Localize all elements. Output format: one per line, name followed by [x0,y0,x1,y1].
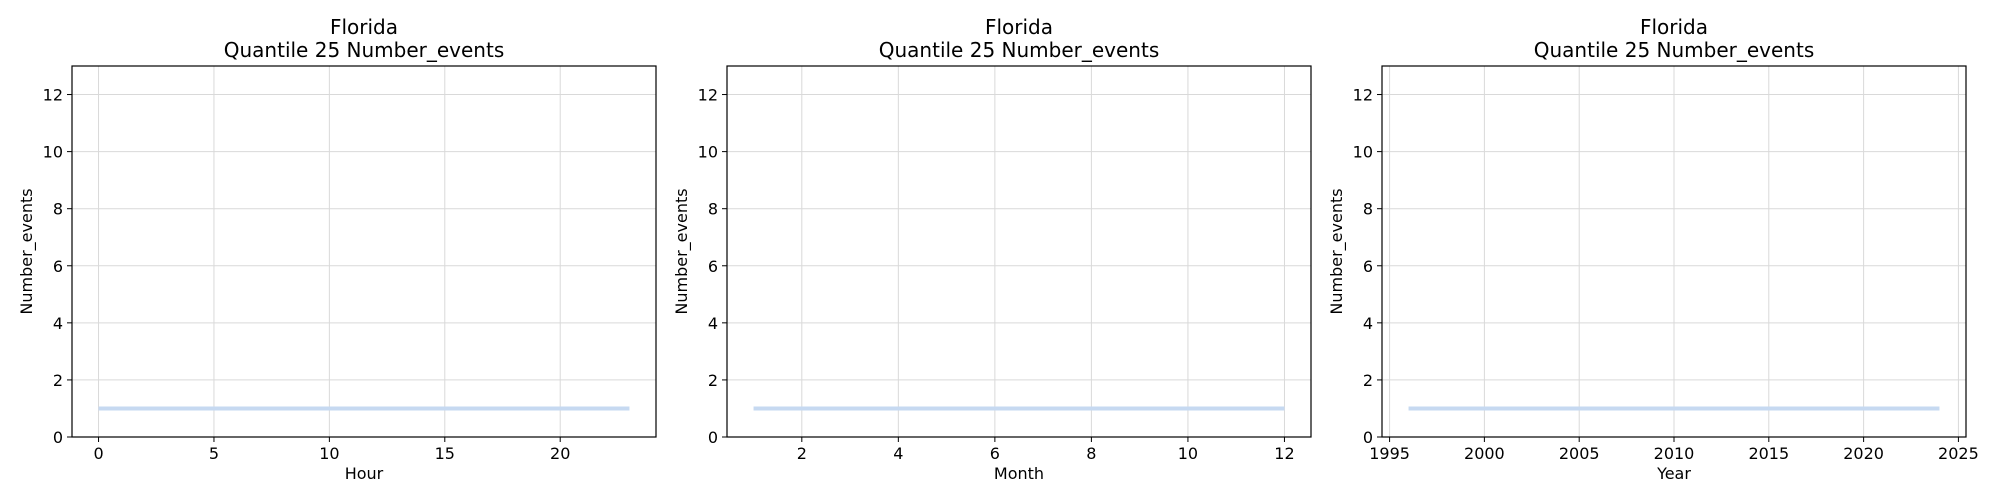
chart-subtitle: Quantile 25 Number_events [1534,38,1815,62]
x-tick-label: 8 [1086,444,1096,463]
chart-title: Florida [985,15,1053,39]
y-tick-label: 10 [43,143,63,162]
axes-frame [71,65,657,438]
chart-title: Florida [1640,15,1708,39]
y-tick-label: 8 [53,200,63,219]
y-tick-label: 4 [708,314,718,333]
y-tick-label: 10 [1353,143,1373,162]
x-tick-label: 20 [550,444,570,463]
x-tick-label: 1995 [1369,444,1410,463]
x-tick-label: 4 [893,444,903,463]
y-tick-label: 10 [698,143,718,162]
chart-subtitle: Quantile 25 Number_events [224,38,505,62]
y-tick-label: 2 [53,371,63,390]
chart-title: Florida [330,15,398,39]
y-tick-label: 6 [53,257,63,276]
y-axis-label: Number_events [17,188,37,314]
y-tick-label: 12 [698,86,718,105]
y-tick-label: 0 [708,428,718,447]
y-tick-label: 0 [1363,428,1373,447]
y-tick-label: 6 [708,257,718,276]
x-tick-label: 15 [435,444,455,463]
y-tick-label: 6 [1363,257,1373,276]
x-tick-label: 10 [1178,444,1198,463]
y-tick-label: 4 [1363,314,1373,333]
x-tick-label: 2015 [1748,444,1789,463]
x-tick-label: 2 [797,444,807,463]
x-tick-label: 2025 [1938,444,1979,463]
x-axis-label: Month [994,464,1044,483]
x-tick-label: 6 [990,444,1000,463]
x-tick-label: 10 [319,444,339,463]
y-tick-label: 2 [708,371,718,390]
x-tick-label: 5 [209,444,219,463]
y-tick-label: 12 [43,86,63,105]
x-tick-label: 2005 [1559,444,1600,463]
y-tick-label: 12 [1353,86,1373,105]
y-tick-label: 8 [708,200,718,219]
y-axis-label: Number_events [672,188,692,314]
x-tick-label: 2020 [1843,444,1884,463]
x-tick-label: 2000 [1464,444,1505,463]
y-tick-label: 4 [53,314,63,333]
axes-frame [726,65,1312,438]
chart-subtitle: Quantile 25 Number_events [879,38,1160,62]
y-tick-label: 2 [1363,371,1373,390]
y-tick-label: 8 [1363,200,1373,219]
x-axis-label: Year [1656,464,1691,483]
y-tick-label: 0 [53,428,63,447]
x-tick-label: 2010 [1654,444,1695,463]
y-axis-label: Number_events [1327,188,1347,314]
x-tick-label: 0 [93,444,103,463]
x-axis-label: Hour [345,464,384,483]
x-tick-label: 12 [1274,444,1294,463]
